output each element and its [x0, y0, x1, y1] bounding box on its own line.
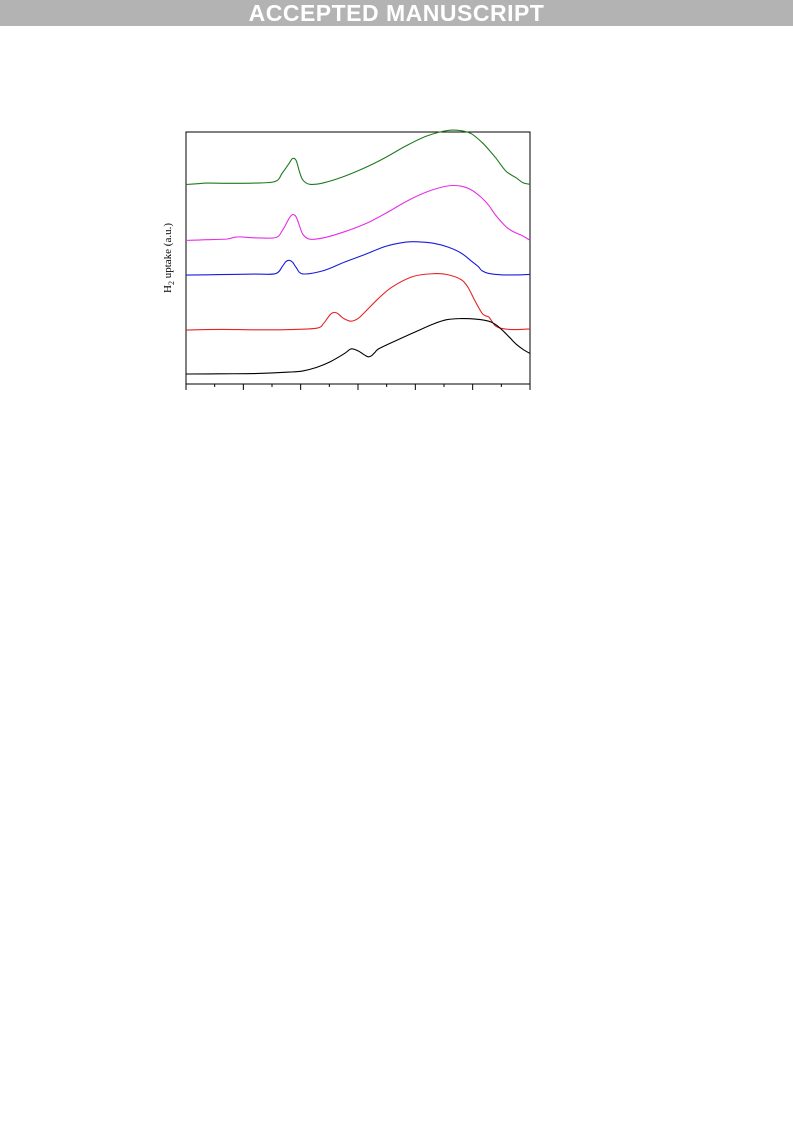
chart-svg: H2 uptake (a.u.) — [162, 129, 531, 390]
y-axis-label-main: H — [162, 285, 174, 293]
banner-text: ACCEPTED MANUSCRIPT — [248, 0, 545, 26]
tpr-figure: H2 uptake (a.u.) — [150, 120, 550, 410]
plot-frame — [185, 131, 531, 385]
series-line-4 — [185, 272, 531, 331]
y-axis-label-sub: 2 — [167, 281, 176, 285]
accepted-manuscript-banner: ACCEPTED MANUSCRIPT — [0, 0, 793, 26]
series-line-1 — [185, 129, 531, 186]
y-axis-label: H2 uptake (a.u.) — [162, 223, 176, 293]
y-axis-label-rest: uptake (a.u.) — [162, 223, 174, 281]
x-ticks — [185, 384, 531, 390]
series-line-3 — [185, 241, 531, 276]
series-line-5 — [185, 318, 531, 375]
series-line-2 — [185, 184, 531, 241]
series-lines — [185, 129, 531, 375]
